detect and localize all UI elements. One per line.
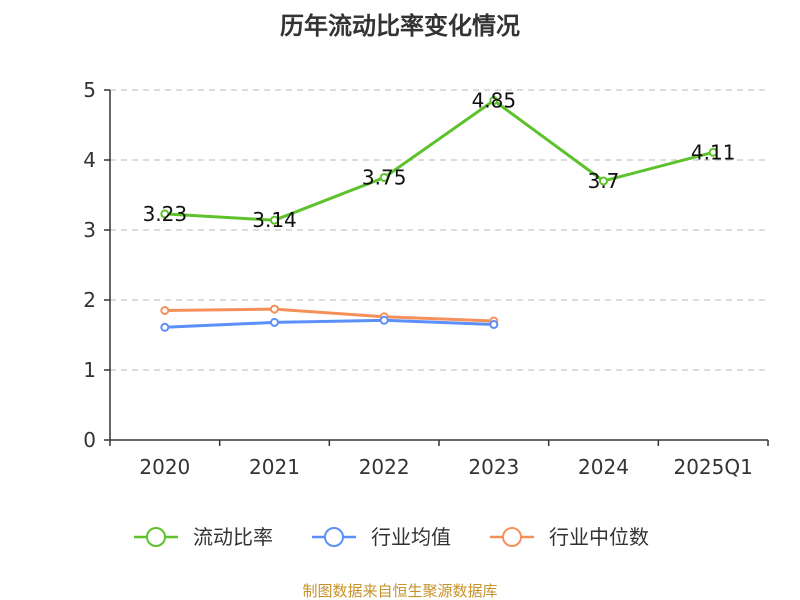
series-line-1 xyxy=(164,318,494,329)
x-tick-label: 2023 xyxy=(468,455,519,479)
y-tick-label: 3 xyxy=(83,218,96,242)
data-label: 4.85 xyxy=(472,89,517,113)
y-tick-label: 2 xyxy=(83,288,96,312)
plot-area xyxy=(160,96,718,332)
series-line-2 xyxy=(164,307,494,323)
y-tick-label: 5 xyxy=(83,78,96,102)
legend-marker-icon xyxy=(146,527,166,547)
x-tick-label: 2024 xyxy=(578,455,629,479)
data-point xyxy=(160,209,170,219)
data-point xyxy=(270,215,279,225)
data-label: 3.75 xyxy=(362,166,407,190)
data-label: 3.14 xyxy=(252,208,297,232)
x-tick-label: 2022 xyxy=(359,455,410,479)
chart-title: 历年流动比率变化情况 xyxy=(280,12,520,40)
data-point xyxy=(379,315,389,325)
data-point xyxy=(599,176,608,186)
legend-label: 行业均值 xyxy=(371,525,451,549)
source-note: 制图数据来自恒生聚源数据库 xyxy=(302,582,497,600)
data-point xyxy=(160,322,170,332)
gridlines xyxy=(110,89,768,371)
data-point xyxy=(489,320,499,329)
data-point xyxy=(270,304,279,314)
y-tick-label: 1 xyxy=(83,358,96,382)
axes: 0 1 2 3 4 5 2020 2021 2022 2023 2024 2025Q1 xyxy=(83,78,769,479)
legend-label: 流动比率 xyxy=(193,525,273,549)
data-label: 3.7 xyxy=(588,169,620,193)
data-point xyxy=(708,147,718,157)
data-point xyxy=(379,173,389,182)
x-tick-label: 2021 xyxy=(249,455,300,479)
y-tick-label: 4 xyxy=(83,148,96,172)
x-tick-label: 2020 xyxy=(139,455,190,479)
y-tick-label: 0 xyxy=(83,428,96,452)
series-line-0 xyxy=(164,99,714,222)
legend-marker-icon xyxy=(502,527,522,547)
data-point xyxy=(489,96,499,105)
x-tick-label: 2025Q1 xyxy=(673,455,752,479)
legend-label: 行业中位数 xyxy=(549,525,649,549)
data-labels: 3.23 3.14 3.75 4.85 3.7 4.11 xyxy=(143,89,736,233)
data-point xyxy=(160,306,170,315)
data-point xyxy=(270,317,279,327)
data-label: 4.11 xyxy=(691,140,736,164)
legend: 流动比率 行业均值 行业中位数 xyxy=(134,525,649,549)
data-label: 3.23 xyxy=(143,202,188,226)
legend-marker-icon xyxy=(324,527,344,547)
